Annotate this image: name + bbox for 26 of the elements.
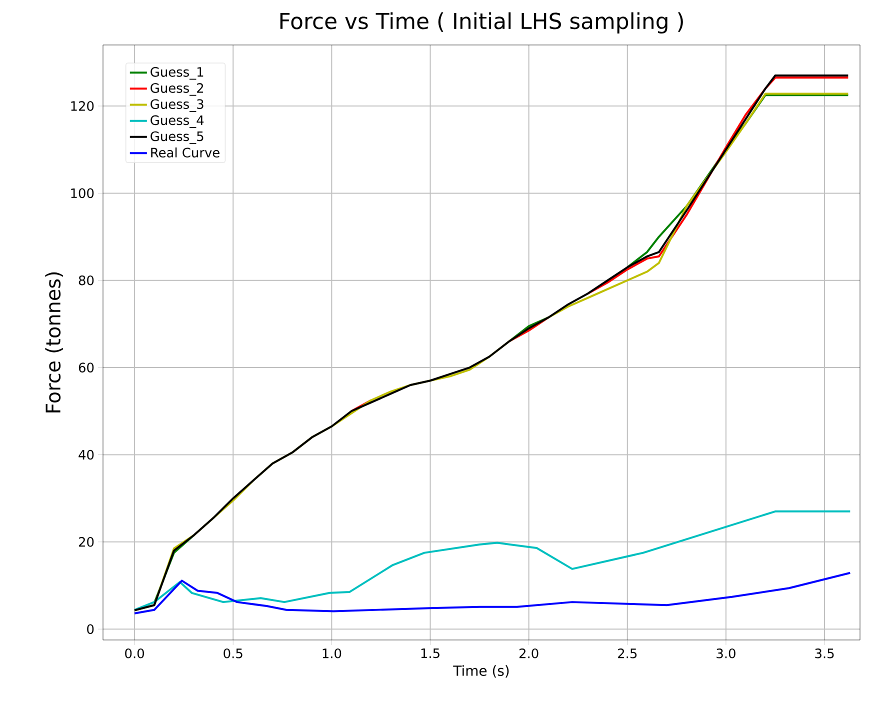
legend-label: Real Curve [151, 147, 220, 158]
y-tick-label: 0 [87, 624, 94, 634]
x-tick-label: 1.5 [421, 648, 440, 658]
legend-label: Guess_1 [150, 67, 204, 80]
y-tick-label: 120 [71, 101, 94, 111]
chart-title: Force vs Time ( Initial LHS sampling ) [280, 12, 683, 34]
y-tick-label: 60 [78, 362, 94, 372]
legend-label: Guess_3 [150, 99, 204, 112]
x-tick-label: 3.5 [815, 648, 834, 658]
x-tick-label: 3.0 [716, 648, 736, 658]
y-axis-title: Force (tonnes) [45, 272, 63, 412]
y-tick-label: 80 [78, 275, 94, 286]
x-tick-label: 0.5 [224, 648, 242, 658]
y-tick-label: 100 [71, 188, 94, 198]
x-tick-label: 0.0 [125, 648, 144, 658]
y-tick-label: 20 [78, 537, 94, 547]
legend-label: Guess_2 [150, 83, 204, 96]
line-series [134, 572, 852, 614]
x-tick-label: 2.0 [519, 648, 538, 658]
legend-label: Guess_5 [150, 131, 204, 144]
x-tick-label: 1.0 [322, 648, 342, 658]
line-series [134, 510, 852, 611]
x-tick-label: 2.5 [618, 648, 637, 658]
y-tick-label: 40 [78, 450, 94, 460]
x-axis-title: Time (s) [453, 665, 509, 678]
legend-label: Guess_4 [150, 115, 204, 128]
